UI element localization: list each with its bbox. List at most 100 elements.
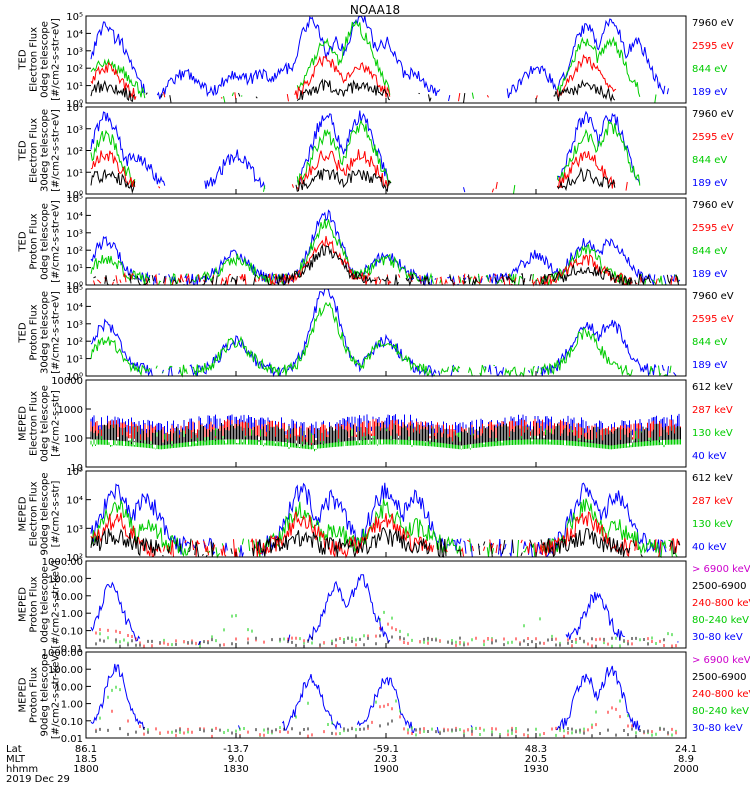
y-axis-label-line: TED — [18, 49, 29, 70]
panel-6-traces — [91, 483, 680, 557]
legend-entry: 30-80 keV — [692, 632, 743, 643]
y-axis-label-line: 0deg telescope — [40, 566, 51, 643]
series-line — [91, 169, 667, 192]
panel-7-traces — [90, 574, 679, 648]
y-tick-label: 10¹ — [66, 168, 83, 179]
y-axis-label: MEPED Proton Flux 90deg telescope [#/cm2-s-… — [18, 651, 62, 739]
footer-row-label: Lat — [6, 744, 22, 755]
y-tick-label: 100 — [64, 434, 83, 445]
footer-mlt-value: 18.5 — [75, 754, 97, 765]
panel-1-traces — [91, 16, 679, 103]
y-tick-label: 10.00 — [54, 682, 83, 693]
series-30-80-kev — [90, 574, 679, 646]
y-axis-label-line: MEPED — [18, 496, 29, 531]
panel-2: 10⁰ 10¹ 10² 10³ 10⁴ TED Electron Flux 30deg tel… — [18, 103, 734, 201]
figure-title: NOAA18 — [350, 3, 400, 17]
y-tick-label: 0.10 — [61, 627, 83, 638]
y-axis-label-line: MEPED — [18, 677, 29, 712]
y-axis-label-line: [#/cm2-s-str] — [51, 480, 62, 547]
legend-entry: 189 eV — [692, 360, 727, 371]
legend-entry: 240-800 keV — [692, 598, 750, 609]
series-line — [91, 80, 674, 103]
y-tick-label: 1.00 — [61, 700, 83, 711]
y-tick-label: 10⁴ — [66, 29, 83, 40]
series-line — [90, 218, 679, 286]
y-axis-label-line: MEPED — [18, 406, 29, 441]
series-line — [91, 303, 676, 376]
y-axis-label-line: MEPED — [18, 587, 29, 622]
series-7960-ev — [91, 169, 667, 192]
footer-mlt-value: 20.3 — [375, 754, 397, 765]
y-tick-label: 10⁵ — [66, 194, 83, 205]
legend-entry: 7960 eV — [692, 18, 734, 29]
series-2500-6900 — [95, 634, 665, 648]
y-tick-label: 1.00 — [61, 609, 83, 620]
y-tick-label: 10⁰ — [66, 190, 83, 201]
y-axis-label-line: Proton Flux — [29, 576, 40, 632]
series-7960-ev — [91, 80, 674, 103]
y-tick-label: 10⁴ — [66, 302, 83, 313]
y-tick-label: 10³ — [66, 125, 83, 136]
legend-entry: 189 eV — [692, 87, 727, 98]
y-tick-label: 10¹ — [66, 264, 83, 275]
y-tick-label: 10³ — [66, 47, 83, 58]
series-line — [93, 243, 679, 287]
y-tick-label: 10⁰ — [66, 372, 83, 383]
y-tick-label: 0.01 — [61, 644, 83, 655]
y-tick-label: 10² — [66, 147, 83, 158]
series-line — [90, 574, 679, 646]
y-axis-label-line: Electron Flux — [29, 481, 40, 546]
legend-entry: 189 eV — [692, 269, 727, 280]
legend-entry: 844 eV — [692, 337, 727, 348]
series-612-kev — [90, 422, 681, 447]
y-tick-label: 10⁵ — [66, 12, 83, 23]
series-7960-ev — [93, 243, 679, 287]
panel-2-traces — [91, 111, 667, 194]
y-axis-label-line: [#/cm2-s-str-eV] — [51, 18, 62, 101]
legend-entry: 189 eV — [692, 178, 727, 189]
panel-4: 10⁰ 10¹ 10² 10³ 10⁴ 10⁵ TED Proton Flux 30deg te… — [18, 285, 734, 383]
series-240-800-kev — [95, 703, 677, 738]
series-line — [90, 209, 681, 287]
y-axis-label-line: Proton Flux — [29, 213, 40, 269]
y-tick-label: 10000 — [51, 376, 83, 387]
footer-row-label: hhmm — [6, 764, 38, 775]
legend-entry: 844 eV — [692, 155, 727, 166]
y-tick-label: 10³ — [66, 320, 83, 331]
legend-entry: > 6900 keV — [692, 655, 750, 666]
y-axis-label: TED Electron Flux 0deg telescope [#/cm2-s-s… — [18, 18, 62, 101]
y-tick-label: 10³ — [66, 229, 83, 240]
y-axis-label-line: 90deg telescope — [40, 653, 51, 736]
y-tick-label: 1000 — [58, 405, 83, 416]
legend-entry: 2595 eV — [692, 223, 734, 234]
y-axis-label: TED Proton Flux 30deg telescope [#/cm2-s-st… — [18, 291, 62, 374]
y-axis-label: MEPED Proton Flux 0deg telescope [#/cm2-s-s… — [18, 560, 62, 648]
series-844-ev — [91, 303, 676, 376]
series-line — [91, 664, 662, 733]
series-80-240-kev — [99, 685, 677, 737]
y-axis-label-line: Electron Flux — [29, 27, 40, 92]
legend-entry: 30-80 keV — [692, 723, 743, 734]
y-axis-label-line: TED — [18, 231, 29, 252]
y-tick-label: 0.01 — [61, 734, 83, 745]
legend-entry: 130 keV — [692, 519, 733, 530]
legend-entry: 2500-6900 — [692, 581, 747, 592]
legend-entry: 40 keV — [692, 451, 726, 462]
legend-entry: 7960 eV — [692, 291, 734, 302]
y-axis-label-line: [#/cm2-s-str-eV] — [51, 291, 62, 374]
legend-entry: 80-240 keV — [692, 706, 749, 717]
panel-6: 10² 10³ 10⁴ 10⁵ MEPED Electron Flux 90deg tele… — [18, 467, 733, 564]
y-tick-label: 10⁰ — [66, 99, 83, 110]
footer-hhmm-value: 2000 — [673, 764, 698, 775]
y-axis-label-line: [#/cm2-s-str] — [51, 390, 62, 457]
y-tick-label: 10⁴ — [66, 496, 83, 507]
y-tick-label: 0.10 — [61, 717, 83, 728]
legend-entry: 844 eV — [692, 246, 727, 257]
series-844-ev — [91, 121, 647, 194]
footer-hhmm-value: 1930 — [523, 764, 548, 775]
legend-entry: 2595 eV — [692, 314, 734, 325]
legend-entry: 612 keV — [692, 382, 733, 393]
y-axis-label-line: 0deg telescope — [40, 203, 51, 280]
